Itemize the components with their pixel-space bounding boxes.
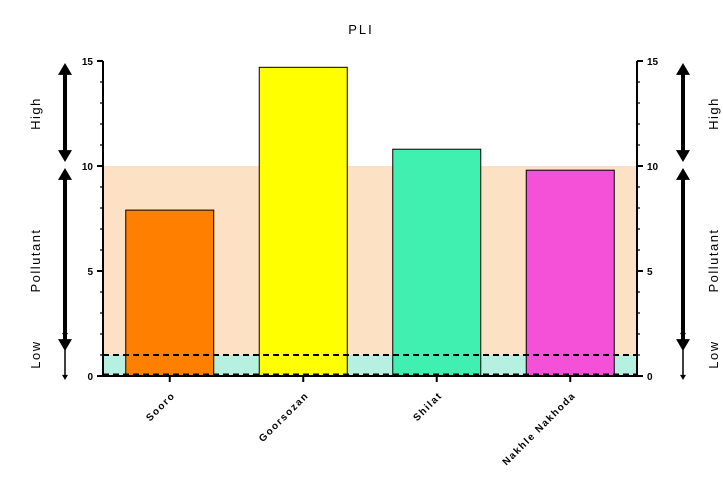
bar-sooro [125,209,215,377]
category-label: Nakhle Nakhoda [501,390,579,468]
left-zone-label-high: High [28,97,43,130]
bar-nakhle-nakhoda [525,169,615,377]
zone-band-0 [103,355,637,376]
arrow-head-up [676,168,690,180]
arrow-head-up [58,63,72,75]
arrow-head-down [62,374,68,380]
arrow-head-down [676,339,690,351]
right-tick-label: 0 [647,372,653,383]
axes: 0 0 5 5 10 10 15 15 [82,57,659,383]
category-labels: Sooro Goorsozan Shilat Nakhle Nakhoda [144,376,578,468]
left-tick-label: 10 [82,162,94,173]
right-zone-label-low: Low [706,340,721,368]
right-zone-arrow-high [676,63,690,162]
left-zone-label-pollutant: Pollutant [28,228,43,292]
right-tick-label: 5 [647,267,653,278]
arrow-head-down [676,150,690,162]
arrow-head-down [58,339,72,351]
bar-goorsozan [258,66,348,377]
bar-shilat [392,148,482,377]
arrow-head-up [676,63,690,75]
category-label: Shilat [411,390,444,423]
arrow-head-up [58,168,72,180]
arrow-head-down [58,150,72,162]
zone-indicators: Low Pollutant High Low Pollutant High [28,63,721,380]
chart-title: PLI [348,22,374,37]
reference-lines [103,354,637,376]
arrow-head-down [680,374,686,380]
right-zone-label-high: High [706,97,721,130]
right-zone-label-pollutant: Pollutant [706,228,721,292]
right-zone-arrow-pollutant [676,168,690,351]
category-label: Goorsozan [257,390,311,444]
right-tick-label: 10 [647,162,659,173]
category-label: Sooro [144,390,178,424]
bars [125,66,615,377]
left-tick-label: 5 [87,267,93,278]
left-tick-label: 0 [87,372,93,383]
right-tick-label: 15 [647,57,659,68]
left-zone-arrow-high [58,63,72,162]
left-zone-label-low: Low [28,340,43,368]
left-zone-arrow-pollutant [58,168,72,351]
left-tick-label: 15 [82,57,94,68]
